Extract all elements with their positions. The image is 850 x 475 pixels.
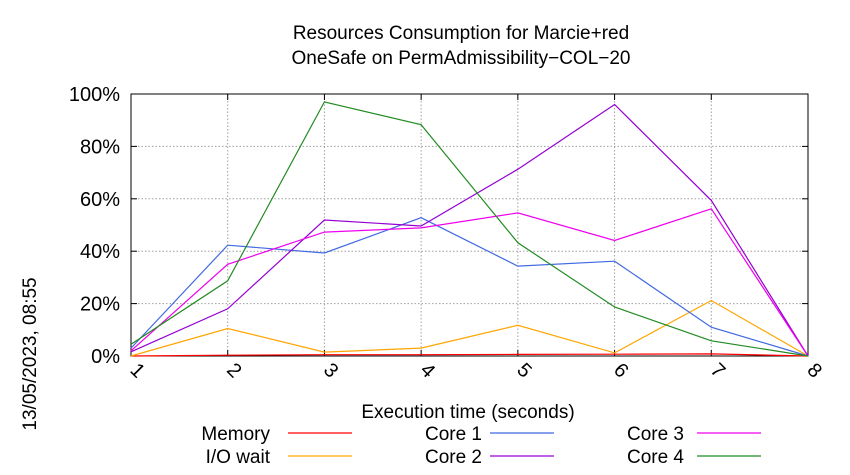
x-tick-label: 1 — [126, 359, 149, 382]
y-tick-label: 100% — [69, 84, 120, 106]
x-tick-label: 4 — [416, 359, 439, 382]
legend-label-core-1: Core 1 — [425, 424, 482, 445]
legend-label-memory: Memory — [201, 424, 270, 445]
series-line-core-2 — [130, 103, 809, 357]
y-tick-label: 80% — [80, 136, 120, 158]
y-tick-label: 40% — [80, 241, 120, 263]
plot-frame — [130, 93, 809, 357]
axis-ticks: 0% 20% 40% 60% 80% 100% 1 2 3 4 5 6 7 8 — [69, 84, 826, 382]
chart-title: Resources Consumption for Marcie+red — [293, 23, 629, 44]
series-lines — [130, 101, 809, 357]
series-line-core-1 — [130, 217, 809, 357]
timestamp-label: 13/05/2023, 08:55 — [20, 277, 41, 430]
x-tick-label: 3 — [319, 359, 342, 382]
series-line-core-3 — [130, 208, 809, 357]
x-tick-label: 7 — [706, 359, 729, 382]
chart-subtitle: OneSafe on PermAdmissibility−COL−20 — [292, 48, 631, 69]
x-tick-label: 5 — [512, 359, 535, 382]
legend-label-core-3: Core 3 — [627, 424, 684, 445]
series-line-i-o-wait — [130, 299, 809, 357]
y-tick-label: 20% — [80, 294, 120, 316]
series-line-memory — [130, 353, 809, 357]
y-tick-label: 0% — [91, 346, 120, 368]
legend-label-core-4: Core 4 — [627, 447, 684, 468]
x-tick-label: 8 — [803, 359, 826, 382]
y-tick-label: 60% — [80, 189, 120, 211]
legend-label-i-o-wait: I/O wait — [206, 447, 271, 468]
legend-label-core-2: Core 2 — [425, 447, 482, 468]
series-line-core-4 — [130, 101, 809, 357]
x-tick-label: 6 — [609, 359, 632, 382]
x-axis-label: Execution time (seconds) — [361, 402, 574, 423]
grid-lines — [131, 94, 808, 356]
x-tick-label: 2 — [222, 359, 245, 382]
